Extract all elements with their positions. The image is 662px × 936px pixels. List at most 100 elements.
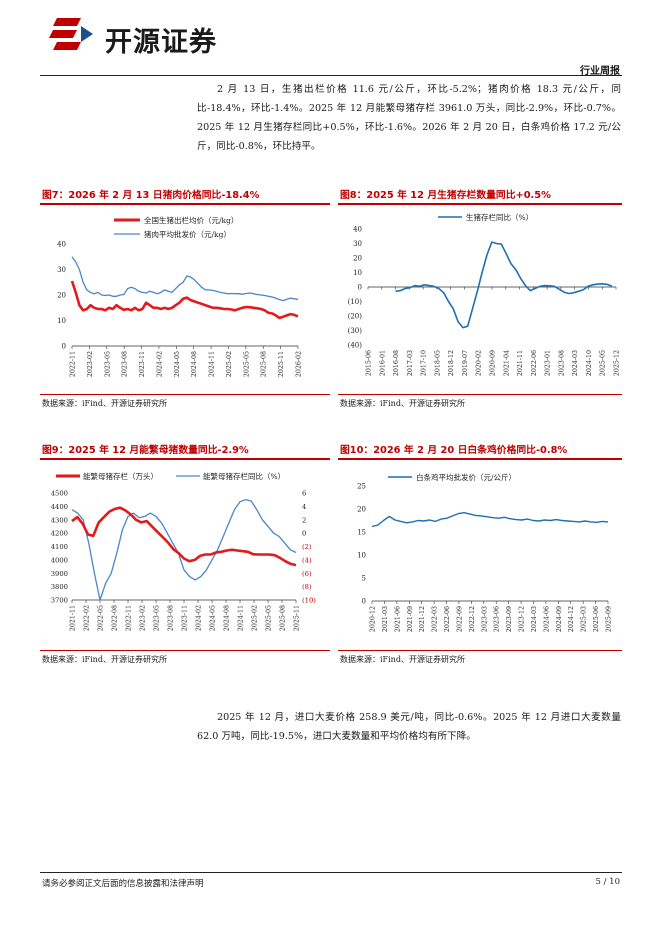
fig7-x-tick-label-7: 2024-08: [191, 351, 198, 377]
page-number: 5 / 10: [595, 877, 621, 887]
fig7-series-pork-line: [71, 256, 299, 302]
fig9-series-sows-line: [71, 506, 297, 567]
fig10-x-tick-label-8: 2022-12: [469, 606, 476, 632]
fig7-x-tick-label-10: 2025-05: [243, 351, 250, 377]
fig10-x-tick-label-9: 2023-03: [481, 606, 488, 632]
fig7-series-hog-line: [70, 280, 299, 320]
fig9-source-rule: [40, 650, 330, 651]
fig8-x-tick-label-10: 2021-04: [503, 350, 510, 376]
fig10-y-tick-label-3: 15: [357, 529, 366, 537]
fig10-x-tick-label-6: 2022-06: [444, 606, 451, 632]
fig9-right-y-tick-label-4: (2): [302, 543, 312, 551]
fig10-legend-label: 白条鸡平均批发价（元/公斤）: [416, 472, 516, 482]
fig9-x-tick-label-6: 2023-05: [154, 605, 161, 631]
fig9-right-y-tick-label-6: 2: [302, 516, 306, 524]
fig8-y-tick-label-5: 10: [353, 269, 362, 277]
fig9-right-y-tick-label-7: 4: [302, 503, 306, 511]
fig9-right-y-tick-label-8: 6: [302, 490, 306, 498]
fig8-series-line: [395, 241, 613, 329]
fig7-legend-label-1: 全国生猪出栏均价（元/kg）: [144, 215, 238, 225]
fig9-x-tick-label-1: 2022-02: [84, 605, 91, 631]
fig10-y-tick-label-0: 0: [362, 598, 366, 606]
fig7-x-tick-label-9: 2025-02: [226, 351, 233, 377]
fig8-legend-label: 生猪存栏同比（%）: [466, 212, 533, 222]
fig8-y-tick-label-1: (30): [348, 327, 363, 335]
fig10-x-tick-label-5: 2022-03: [432, 606, 439, 632]
fig10-x-tick-label-4: 2021-12: [419, 606, 426, 632]
fig8-x-tick-label-16: 2024-10: [586, 350, 593, 376]
fig8-x-tick-label-8: 2020-02: [476, 350, 483, 376]
fig10-x-tick-label-0: 2020-12: [370, 606, 377, 632]
fig7-y-tick-label-4: 40: [57, 241, 66, 249]
fig9-x-tick-label-10: 2024-05: [210, 605, 217, 631]
fig8-x-tick-label-2: 2016-08: [393, 350, 400, 376]
fig9-title: 图9：2025 年 12 月能繁母猪数量同比-2.9%: [42, 445, 249, 456]
fig8-x-tick-label-1: 2016-01: [379, 350, 386, 376]
fig10-y-tick-label-2: 10: [357, 552, 366, 560]
fig7-x-tick-label-2: 2023-05: [104, 351, 111, 377]
fig9-x-tick-label-13: 2025-02: [252, 605, 259, 631]
fig7-x-tick-label-1: 2023-02: [87, 351, 94, 377]
fig9-left-y-tick-label-4: 4100: [51, 543, 68, 551]
fig10-x-tick-label-1: 2021-03: [382, 606, 389, 632]
fig8-x-tick-label-14: 2023-08: [558, 350, 565, 376]
fig9-x-tick-label-0: 2021-11: [70, 605, 77, 631]
fig10-series-line: [371, 512, 609, 528]
fig9-x-tick-label-7: 2023-08: [168, 605, 175, 631]
fig9-right-y-tick-label-5: 0: [302, 530, 306, 538]
fig7-y-tick-label-0: 0: [62, 343, 66, 351]
fig7-title-rule: [40, 203, 330, 205]
report-type: 行业周报: [580, 66, 620, 77]
fig8-x-tick-label-3: 2017-03: [407, 350, 414, 376]
fig8-y-tick-label-8: 40: [353, 226, 362, 234]
fig10-x-tick-label-12: 2023-12: [519, 606, 526, 632]
fig8-title-rule: [338, 203, 622, 205]
fig9-left-y-tick-label-1: 3800: [51, 583, 68, 591]
fig7-source-rule: [40, 394, 330, 395]
fig9-x-tick-label-14: 2025-05: [266, 605, 273, 631]
fig10-x-tick-label-10: 2023-06: [494, 606, 501, 632]
fig10-x-tick-label-13: 2024-03: [531, 606, 538, 632]
fig9-right-y-tick-label-1: (8): [302, 583, 312, 591]
fig8-x-tick-label-18: 2025-12: [614, 350, 621, 376]
logo-mark-icon: [49, 18, 93, 50]
fig9-title-rule: [40, 458, 330, 460]
fig8-chart: (40) (30) (20) (10) 0 10 20 30 40 2015-06 2016-01 2…: [348, 212, 621, 376]
fig10-x-tick-label-15: 2024-09: [556, 606, 563, 632]
fig8-x-tick-label-12: 2022-06: [531, 350, 538, 376]
fig10-x-tick-label-16: 2024-12: [568, 606, 575, 632]
fig10-x-tick-label-18: 2025-06: [593, 606, 600, 632]
fig8-title: 图8：2025 年 12 月生猪存栏数量同比+0.5%: [340, 190, 551, 201]
fig9-x-tick-label-5: 2023-02: [140, 605, 147, 631]
fig9-right-y-tick-label-3: (4): [302, 556, 312, 564]
fig7-x-tick-label-13: 2026-02: [296, 351, 303, 377]
fig8-y-tick-label-7: 30: [353, 240, 362, 248]
fig9-right-y-tick-label-2: (6): [302, 570, 312, 578]
fig9-x-tick-label-2: 2022-05: [98, 605, 105, 631]
fig9-x-tick-label-3: 2022-08: [112, 605, 119, 631]
fig8-y-tick-label-2: (20): [348, 313, 363, 321]
fig10-x-tick-label-14: 2024-06: [543, 606, 550, 632]
fig10-x-tick-label-17: 2025-03: [581, 606, 588, 632]
header-rule: [40, 75, 622, 76]
fig10-x-tick-label-11: 2023-09: [506, 606, 513, 632]
fig10-x-tick-label-19: 2025-09: [606, 606, 613, 632]
fig8-x-tick-label-5: 2018-05: [434, 350, 441, 376]
fig7-source: 数据来源：iFind、开源证券研究所: [42, 399, 167, 408]
fig9-source: 数据来源：iFind、开源证券研究所: [42, 655, 167, 664]
footer-disclaimer: 请务必参阅正文后面的信息披露和法律声明: [42, 879, 204, 889]
fig8-x-tick-label-13: 2023-01: [545, 350, 552, 376]
fig7-y-tick-label-2: 20: [57, 292, 66, 300]
company-logo: 开源证券: [47, 16, 257, 58]
fig9-right-y-tick-label-0: (10): [302, 597, 316, 605]
fig10-x-tick-label-7: 2022-09: [456, 606, 463, 632]
fig9-x-tick-label-4: 2022-11: [126, 605, 133, 631]
fig7-x-tick-label-4: 2023-11: [139, 351, 146, 377]
fig10-chart: 0 5 10 15 20 25 2020-12 2021-03 2021-06 2021-09 20…: [357, 472, 613, 632]
fig8-x-tick-label-7: 2019-07: [462, 350, 469, 376]
fig7-x-tick-label-5: 2024-02: [156, 351, 163, 377]
fig10-source-rule: [338, 650, 622, 651]
fig7-x-tick-label-6: 2024-05: [174, 351, 181, 377]
fig8-x-tick-label-4: 2017-10: [421, 350, 428, 376]
fig9-legend-label-2: 能繁母猪存栏同比（%）: [203, 471, 285, 481]
